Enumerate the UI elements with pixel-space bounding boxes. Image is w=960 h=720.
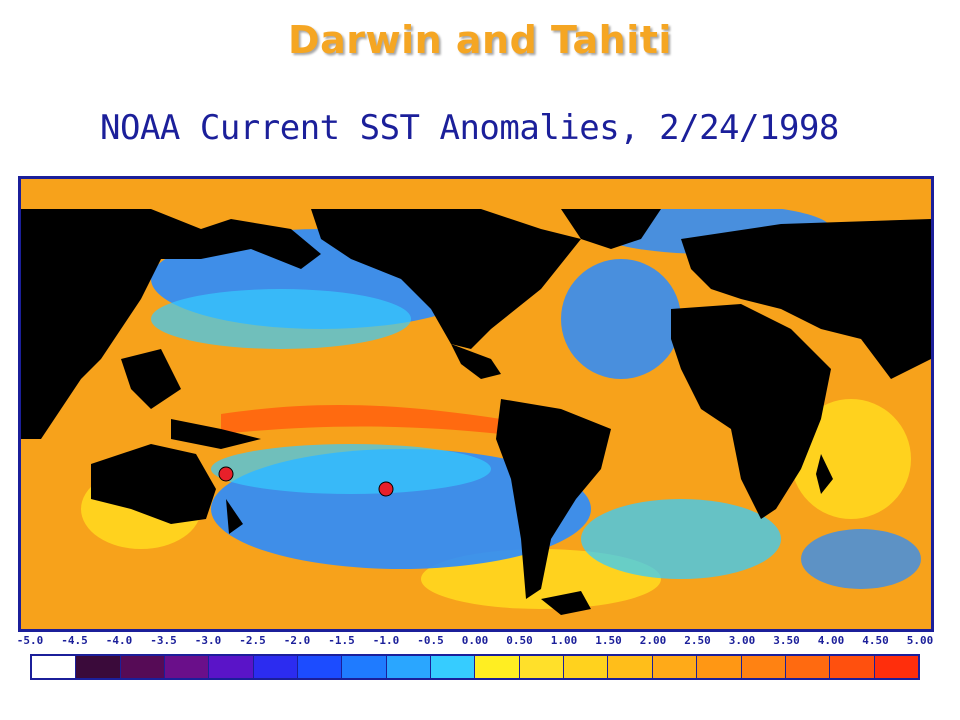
- legend-tick-label: 2.50: [684, 634, 711, 647]
- legend-tick-label: 0.50: [506, 634, 533, 647]
- asia-landmass: [21, 209, 321, 439]
- cool-anomaly-north-atlantic: [561, 259, 681, 379]
- legend-tick-labels: -5.0 -4.5 -4.0 -3.5 -3.0 -2.5 -2.0 -1.5 -1.0 -0.5…: [16, 634, 938, 650]
- legend-swatch: [785, 656, 831, 678]
- cool-anomaly-south-atlantic: [581, 499, 781, 579]
- legend-swatch: [120, 656, 166, 678]
- legend-tick-label: 1.00: [550, 634, 578, 647]
- legend-tick-label: -1.0: [372, 634, 400, 647]
- cool-anomaly: [211, 444, 491, 494]
- madagascar: [816, 454, 833, 494]
- antarctic-peninsula: [541, 591, 591, 615]
- legend-swatch: [874, 656, 918, 678]
- legend-tick-label: 3.00: [728, 634, 756, 647]
- legend-swatch: [431, 656, 476, 678]
- legend-tick-label: 4.00: [817, 634, 845, 647]
- legend-tick-label: 4.50: [862, 634, 889, 647]
- greenland: [561, 209, 661, 249]
- legend-tick-label: 0.00: [461, 634, 489, 647]
- legend-swatch: [652, 656, 698, 678]
- legend-tick-label: 1.50: [595, 634, 622, 647]
- legend-tick-label: -1.5: [328, 634, 355, 647]
- legend-tick-label: -3.5: [150, 634, 177, 647]
- legend-tick-label: -2.0: [283, 634, 311, 647]
- cool-anomaly: [801, 529, 921, 589]
- darwin-marker: [218, 466, 234, 482]
- indonesia: [171, 419, 261, 449]
- legend-tick-label: 5.00: [906, 634, 934, 647]
- tahiti-marker: [378, 481, 394, 497]
- eurasia: [681, 219, 931, 379]
- legend-tick-label: 2.00: [639, 634, 667, 647]
- legend-swatch: [519, 656, 565, 678]
- legend-swatch: [830, 656, 875, 678]
- africa: [671, 304, 831, 519]
- legend-swatch: [386, 656, 432, 678]
- legend-swatch: [165, 656, 210, 678]
- legend-swatch: [475, 656, 520, 678]
- legend-tick-label: 3.50: [773, 634, 800, 647]
- slide-title: Darwin and Tahiti: [288, 18, 672, 62]
- cool-anomaly: [151, 289, 411, 349]
- legend-swatch: [76, 656, 121, 678]
- arctic-band: [21, 179, 931, 209]
- legend-swatch: [564, 656, 609, 678]
- sst-anomaly-map: [18, 176, 934, 632]
- map-title: NOAA Current SST Anomalies, 2/24/1998: [100, 108, 839, 148]
- legend-swatch: [209, 656, 254, 678]
- china-coast: [121, 349, 181, 409]
- legend-tick-label: -4.0: [105, 634, 133, 647]
- new-zealand: [226, 499, 243, 534]
- legend-swatch: [253, 656, 299, 678]
- legend-tick-label: -2.5: [239, 634, 266, 647]
- equatorial-warm-tongue: [221, 404, 501, 434]
- legend-swatch: [32, 656, 77, 678]
- legend-tick-label: -3.0: [194, 634, 222, 647]
- legend-swatch: [342, 656, 387, 678]
- legend-swatch: [298, 656, 343, 678]
- legend-tick-label: -5.0: [16, 634, 44, 647]
- north-america: [311, 209, 581, 349]
- legend-tick-label: -0.5: [417, 634, 444, 647]
- south-america: [496, 399, 611, 599]
- legend-swatch: [608, 656, 653, 678]
- australia: [91, 444, 216, 524]
- legend-swatch: [741, 656, 786, 678]
- color-scale-legend: [30, 654, 920, 680]
- legend-swatch: [697, 656, 742, 678]
- world-map-svg: [21, 179, 931, 629]
- central-america: [451, 344, 501, 379]
- legend-tick-label: -4.5: [61, 634, 88, 647]
